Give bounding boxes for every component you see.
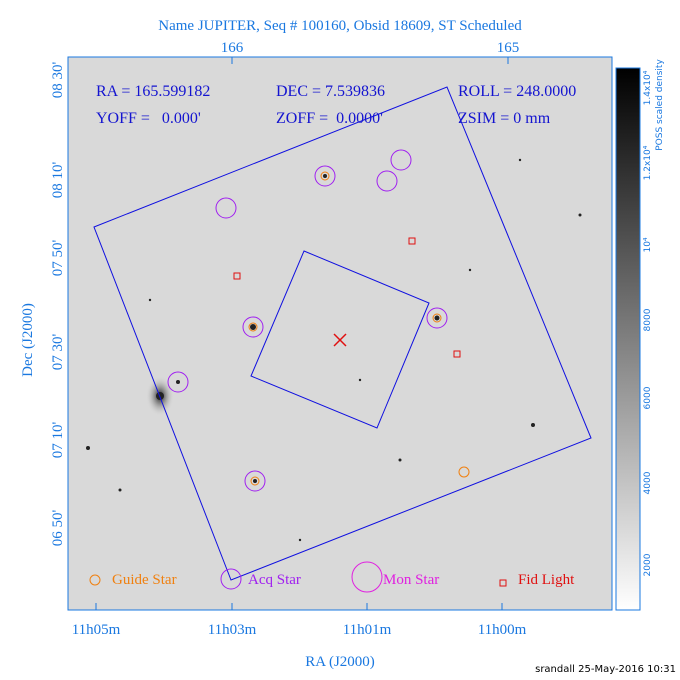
ticks <box>95 57 509 610</box>
bottom-tick: 11h03m <box>208 622 257 638</box>
legend-fid-icon <box>499 579 507 587</box>
y-label: Dec (J2000) <box>20 303 36 377</box>
left-tick: 08 10' <box>50 161 66 198</box>
legend-fid: Fid Light <box>518 572 575 588</box>
x-label: RA (J2000) <box>305 654 375 670</box>
left-tick: 08 30' <box>50 61 66 98</box>
top-tick: 165 <box>497 40 520 56</box>
left-tick: 07 30' <box>50 333 66 370</box>
colorbar-tick: 2000 <box>643 553 653 576</box>
legend-guide: Guide Star <box>112 572 177 588</box>
colorbar-tick: 10⁴ <box>643 237 653 252</box>
top-tick: 166 <box>221 40 244 56</box>
legend-mon-icon <box>351 561 383 593</box>
detector-outline <box>250 250 430 429</box>
left-tick: 07 50' <box>50 239 66 276</box>
colorbar-tick: 8000 <box>643 308 653 331</box>
info: DEC = 7.539836 <box>276 83 385 100</box>
info: ZOFF = 0.0000' <box>276 110 383 127</box>
info: YOFF = 0.000' <box>96 110 201 127</box>
footer: srandall 25-May-2016 10:31 <box>535 664 676 675</box>
title: Name JUPITER, Seq # 100160, Obsid 18609,… <box>158 18 522 34</box>
info: ROLL = 248.0000 <box>458 83 576 100</box>
left-tick: 06 50' <box>50 509 66 546</box>
bottom-tick: 11h05m <box>72 622 121 638</box>
colorbar-tick: 6000 <box>643 386 653 409</box>
legend-mon: Mon Star <box>383 572 439 588</box>
legend-acq: Acq Star <box>248 572 301 588</box>
aimpoint <box>333 333 347 347</box>
info: ZSIM = 0 mm <box>458 110 551 127</box>
colorbar-tick: 4000 <box>643 471 653 494</box>
legend-guide-icon <box>89 574 101 586</box>
sky-image <box>67 56 613 611</box>
legend-acq-icon <box>220 568 242 590</box>
fid-lights <box>233 237 461 358</box>
field-outline <box>93 86 592 581</box>
bottom-tick: 11h00m <box>478 622 527 638</box>
colorbar-tick: 1.4x10⁴ <box>643 70 653 105</box>
colorbar-label: POSS scaled density <box>655 59 665 151</box>
acq-stars <box>167 149 448 492</box>
colorbar-tick: 1.2x10⁴ <box>643 145 653 180</box>
colorbar <box>615 67 641 611</box>
bottom-tick: 11h01m <box>343 622 392 638</box>
left-tick: 07 10' <box>50 421 66 458</box>
info: RA = 165.599182 <box>96 83 210 100</box>
guide-stars <box>248 171 470 486</box>
